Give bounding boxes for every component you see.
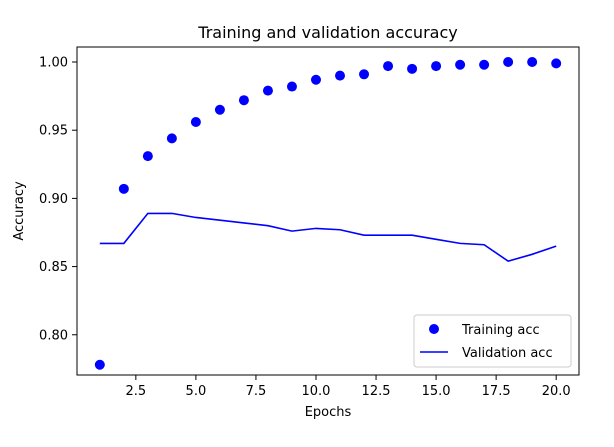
x-tick-label: 17.5: [482, 384, 511, 399]
training-acc-point: [503, 57, 514, 67]
y-tick-label: 0.95: [39, 124, 68, 139]
legend: Training acc Validation acc: [413, 314, 572, 368]
legend-validation-label: Validation acc: [462, 346, 553, 361]
legend-training-label: Training acc: [461, 323, 540, 338]
training-acc-point: [527, 57, 538, 67]
training-acc-point: [262, 85, 273, 96]
training-acc-point: [455, 59, 466, 70]
training-acc-point: [359, 69, 370, 80]
training-acc-point: [286, 81, 297, 92]
legend-training-marker: [429, 324, 439, 334]
chart-title: Training and validation accuracy: [197, 23, 457, 42]
training-acc-point: [431, 61, 442, 72]
plot-frame: [76, 46, 580, 376]
training-acc-point: [118, 183, 129, 194]
y-tick-label: 1.00: [39, 56, 68, 71]
training-acc-point: [214, 104, 225, 115]
training-acc-point: [142, 151, 153, 162]
training-acc-point: [407, 63, 418, 74]
training-acc-point: [335, 70, 346, 81]
x-tick-label: 20.0: [542, 384, 571, 399]
y-axis: 0.80 0.85 0.90 0.95 1.00: [39, 56, 77, 343]
x-tick-label: 15.0: [422, 384, 451, 399]
x-axis-title: Epochs: [305, 405, 352, 420]
x-axis: 2.5 5.0 7.5 10.0 12.5 15.0 17.5 20.0: [126, 375, 571, 399]
training-acc-point: [94, 359, 105, 370]
y-tick-label: 0.80: [39, 328, 68, 343]
x-tick-label: 10.0: [302, 384, 331, 399]
x-tick-label: 12.5: [362, 384, 391, 399]
validation-acc-line: [99, 212, 557, 262]
training-acc-point: [238, 95, 249, 106]
training-acc-point: [383, 61, 394, 72]
x-tick-label: 7.5: [246, 384, 267, 399]
training-acc-point: [190, 117, 201, 128]
legend-box: [413, 314, 572, 368]
x-tick-label: 5.0: [186, 384, 207, 399]
x-tick-label: 2.5: [126, 384, 147, 399]
y-axis-title: Accuracy: [12, 181, 27, 241]
training-acc-point: [310, 74, 321, 85]
training-acc-point: [479, 59, 490, 70]
y-tick-label: 0.90: [39, 192, 68, 207]
training-acc-point: [166, 133, 177, 144]
training-acc-point: [551, 58, 562, 69]
plot-area: [94, 57, 562, 370]
y-tick-label: 0.85: [39, 260, 68, 275]
